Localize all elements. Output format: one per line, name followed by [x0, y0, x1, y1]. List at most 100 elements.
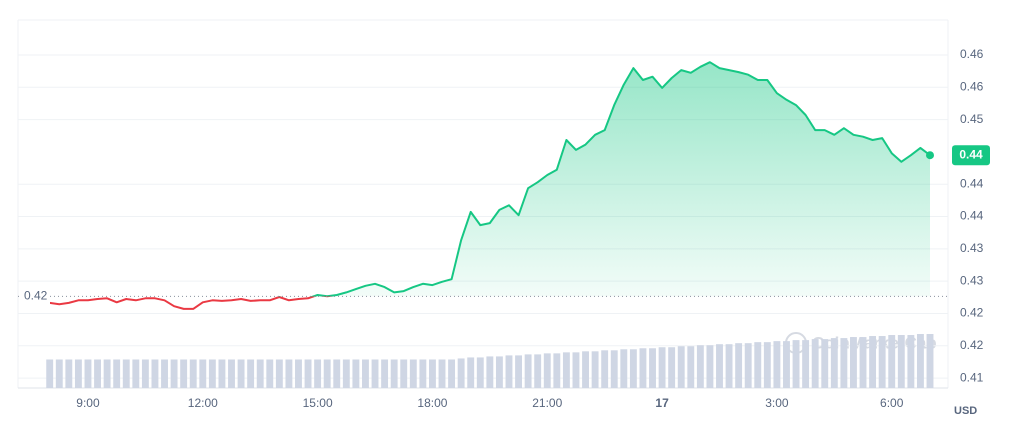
volume-bar — [802, 340, 810, 388]
volume-bar — [553, 353, 561, 388]
volume-bar — [601, 350, 609, 388]
y-tick-label: 0.43 — [960, 273, 984, 287]
price-badge-label: 0.44 — [959, 147, 983, 161]
x-tick-label: 18:00 — [417, 396, 447, 410]
volume-bar — [486, 356, 494, 388]
volume-bar — [543, 353, 551, 388]
baseline-label: 0.42 — [24, 289, 48, 303]
volume-bar — [247, 359, 255, 388]
volume-bar — [342, 359, 350, 388]
volume-bar — [907, 335, 915, 388]
volume-bar — [897, 335, 905, 388]
volume-bar — [888, 335, 896, 388]
volume-bar — [333, 359, 341, 388]
volume-bar — [428, 359, 436, 388]
volume-bar — [65, 359, 73, 388]
volume-bar — [275, 359, 283, 388]
volume-bar — [132, 359, 140, 388]
volume-bar — [677, 346, 685, 388]
volume-bar — [687, 346, 695, 388]
volume-bar — [285, 359, 293, 388]
price-badge — [952, 145, 990, 166]
volume-bar — [438, 359, 446, 388]
volume-bar — [582, 351, 589, 388]
y-tick-label: 0.42 — [960, 338, 984, 352]
volume-bar — [362, 359, 369, 388]
volume-bar — [744, 343, 752, 388]
volume-bar — [457, 358, 465, 388]
x-tick-label: 15:00 — [303, 396, 333, 410]
volume-bar — [74, 359, 82, 388]
volume-bar — [371, 359, 379, 388]
volume-bar — [562, 352, 570, 388]
volume-bar — [476, 357, 484, 388]
volume-bar — [161, 359, 168, 388]
volume-bar — [830, 338, 838, 388]
volume-bar — [916, 334, 924, 388]
volume-bar — [170, 359, 178, 388]
volume-bar — [237, 359, 245, 388]
volume-bar — [151, 359, 159, 388]
volume-bar — [180, 359, 188, 388]
x-tick-label: 21:00 — [532, 396, 562, 410]
volume-bar — [199, 359, 207, 388]
x-tick-label: 6:00 — [880, 396, 904, 410]
volume-bar — [524, 354, 532, 388]
volume-bar — [735, 343, 743, 388]
volume-bar — [763, 342, 771, 388]
volume-bar — [658, 347, 666, 388]
volume-bar — [228, 359, 235, 388]
baseline-label-bg — [20, 288, 50, 305]
volume-bar — [811, 339, 819, 388]
volume-bar — [869, 336, 877, 388]
volume-bar — [208, 359, 216, 388]
volume-bar — [716, 344, 723, 388]
x-tick-label: 3:00 — [765, 396, 789, 410]
volume-bar — [754, 342, 762, 388]
y-tick-label: 0.41 — [960, 370, 984, 384]
volume-bar — [706, 345, 714, 388]
volume-bar — [409, 359, 417, 388]
y-tick-label: 0.43 — [960, 241, 984, 255]
volume-bar — [419, 359, 427, 388]
volume-bar — [113, 359, 121, 388]
volume-bar — [840, 338, 848, 388]
volume-bar — [926, 334, 934, 388]
y-tick-label: 0.44 — [960, 176, 984, 190]
volume-bar — [792, 340, 800, 388]
volume-bar — [639, 348, 647, 388]
volume-bar — [620, 349, 628, 388]
volume-bar — [495, 356, 503, 388]
y-tick-label: 0.45 — [960, 112, 984, 126]
volume-bar — [295, 359, 302, 388]
volume-bar — [534, 354, 542, 388]
volume-bar — [256, 359, 264, 388]
volume-bar — [649, 348, 656, 388]
price-line — [49, 61, 931, 310]
volume-bar — [55, 359, 63, 388]
y-tick-label: 0.42 — [960, 306, 984, 320]
volume-bar — [878, 336, 886, 388]
volume-bar — [850, 337, 857, 388]
volume-bar — [448, 359, 456, 388]
volume-bar — [122, 359, 130, 388]
volume-bar — [94, 359, 101, 388]
volume-bar — [141, 359, 149, 388]
y-tick-label: 0.46 — [960, 79, 984, 93]
volume-bar — [46, 359, 54, 388]
y-tick-label: 0.44 — [960, 209, 984, 223]
volume-bar — [821, 339, 829, 388]
volume-bar — [381, 359, 389, 388]
volume-bar — [390, 359, 398, 388]
volume-bar — [773, 341, 781, 388]
y-tick-label: 0.46 — [960, 47, 984, 61]
x-tick-label: 17 — [655, 396, 669, 410]
volume-bar — [266, 359, 274, 388]
volume-bar — [610, 350, 618, 388]
volume-bar — [591, 351, 599, 388]
volume-bar — [314, 359, 322, 388]
volume-bar — [505, 355, 513, 388]
volume-bar — [725, 344, 733, 388]
volume-bar — [103, 359, 111, 388]
